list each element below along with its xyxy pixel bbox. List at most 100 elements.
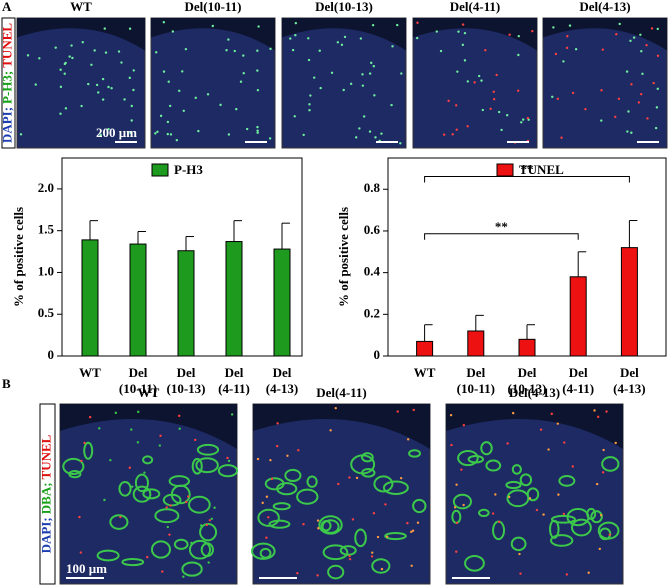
cell-dot [416, 21, 419, 24]
cell-dot [161, 570, 164, 573]
cell-dot [171, 30, 175, 33]
tubule [457, 449, 479, 467]
tissue-shade [17, 18, 145, 51]
cell-dot [372, 512, 376, 515]
cell-dot [162, 70, 166, 73]
cell-dot [211, 24, 214, 28]
tubule [485, 459, 502, 472]
tubule [322, 544, 349, 561]
cell-dot [26, 54, 30, 57]
scale-label: 100 μm [66, 561, 107, 576]
cell-dot [517, 34, 520, 38]
cell-dot [186, 495, 190, 498]
cell-dot [175, 138, 179, 142]
tubule [150, 540, 172, 559]
image-title: WT [70, 0, 92, 14]
panel-label: A [2, 0, 12, 14]
side-label-part: DBA; [38, 482, 53, 514]
cell-dot [169, 504, 172, 507]
cell-dot [596, 415, 600, 419]
cell-dot [641, 72, 644, 76]
tubule [354, 528, 367, 548]
cell-dot [518, 552, 521, 556]
image-title: Del(4-13) [579, 0, 630, 14]
cell-dot [296, 572, 299, 575]
x-tick-label: (4-11) [218, 381, 250, 396]
cell-dot [166, 132, 169, 136]
tubule [134, 473, 149, 493]
cell-dot [462, 423, 466, 427]
cell-dot [371, 551, 374, 554]
cell-dot [348, 476, 351, 479]
cell-dot [462, 503, 465, 507]
cell-dot [556, 422, 559, 425]
tubule [181, 561, 203, 577]
cell-dot [293, 115, 296, 118]
cell-dot [159, 434, 162, 437]
cell-dot [88, 415, 92, 419]
cell-dot [531, 29, 534, 33]
cell-dot [235, 107, 238, 111]
cell-dot [456, 70, 459, 73]
x-tick-label: (4-13) [266, 381, 299, 396]
side-label-part: TUNEL [0, 23, 14, 68]
micrograph [150, 17, 276, 149]
tubule [109, 514, 129, 530]
tubule [284, 468, 302, 483]
cell-dot [178, 427, 181, 430]
cell-dot [480, 79, 483, 82]
cell-dot [439, 49, 443, 53]
y-axis-label: % of positive cells [336, 207, 351, 307]
cell-dot [200, 524, 203, 527]
cell-dot [600, 89, 603, 92]
legend-label: TUNEL [519, 162, 564, 177]
cell-dot [178, 414, 181, 418]
cell-dot [103, 498, 106, 502]
x-tick-label: (4-13) [613, 381, 646, 396]
tubule [272, 502, 291, 511]
cell-dot [313, 76, 316, 79]
cell-dot [276, 444, 279, 448]
cell-dot [655, 106, 659, 109]
cell-dot [602, 448, 605, 452]
x-tick-label: WT [414, 365, 436, 380]
cell-dot [489, 107, 492, 110]
cell-dot [194, 96, 197, 100]
cell-dot [208, 519, 212, 522]
tubule [452, 493, 472, 510]
x-tick-label: (10-11) [457, 381, 495, 396]
cell-dot [107, 85, 110, 89]
cell-dot [562, 512, 566, 516]
cell-dot [90, 63, 93, 66]
cell-dot [78, 515, 81, 519]
tubule [142, 488, 161, 500]
cell-dot [205, 523, 209, 527]
cell-dot [178, 89, 181, 93]
tubule [480, 441, 493, 456]
cell-dot [373, 94, 376, 97]
cell-dot [227, 38, 230, 41]
cell-dot [455, 128, 458, 131]
cell-dot [294, 34, 297, 37]
cell-dot [415, 36, 419, 40]
cell-dot [308, 103, 311, 106]
side-label: DAPI; DBA; TUNEL [38, 434, 53, 553]
image-title: Del(10-11) [184, 0, 241, 14]
x-tick-label: (4-11) [562, 381, 594, 396]
cell-dot [605, 410, 608, 413]
cell-dot [167, 80, 170, 83]
cell-dot [520, 121, 523, 124]
tubule [83, 441, 94, 460]
cell-dot [406, 521, 409, 525]
cell-dot [449, 413, 453, 417]
cell-dot [343, 35, 347, 39]
cell-dot [330, 71, 334, 75]
tissue-shade [543, 18, 667, 51]
cell-dot [508, 495, 511, 499]
cell-dot [194, 438, 197, 442]
legend-swatch [151, 163, 169, 177]
tubule [412, 498, 427, 514]
cell-dot [110, 87, 113, 90]
tubule [408, 449, 421, 458]
y-tick-label: 0.2 [364, 305, 380, 320]
